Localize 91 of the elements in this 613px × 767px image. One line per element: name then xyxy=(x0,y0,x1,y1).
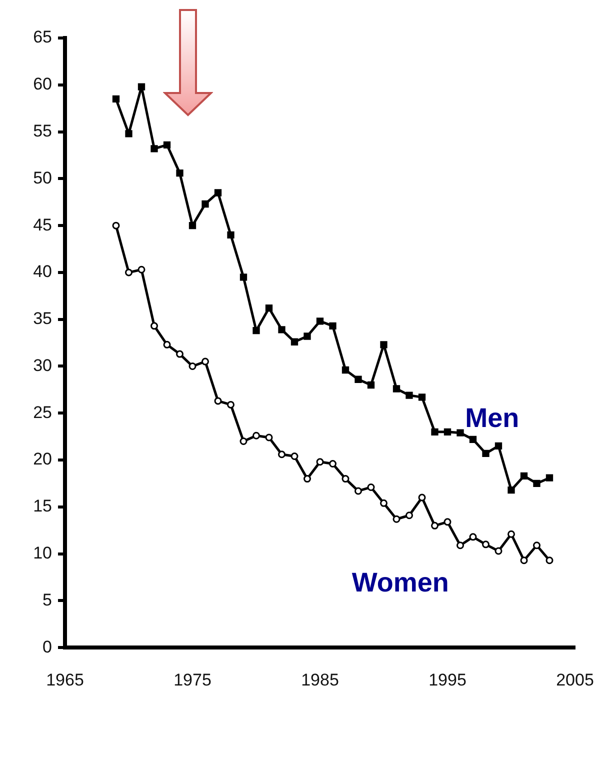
point xyxy=(392,385,400,392)
point xyxy=(316,318,324,325)
y-tick-label: 20 xyxy=(33,450,52,469)
point xyxy=(112,95,120,103)
point xyxy=(546,556,554,564)
point xyxy=(227,400,234,408)
point xyxy=(533,480,540,488)
point xyxy=(112,222,120,230)
point xyxy=(546,474,554,482)
y-tick-label: 0 xyxy=(42,637,52,656)
point xyxy=(431,428,438,436)
series-label: Men xyxy=(465,403,520,434)
point xyxy=(252,327,260,334)
point xyxy=(214,189,222,196)
point xyxy=(342,475,350,483)
point xyxy=(125,130,132,138)
point xyxy=(392,515,400,523)
point xyxy=(406,392,413,399)
point xyxy=(252,432,260,440)
point xyxy=(494,547,502,555)
point xyxy=(508,486,515,494)
point xyxy=(125,268,132,276)
x-tick-label: 1965 xyxy=(46,670,84,690)
point xyxy=(494,442,502,450)
point xyxy=(138,83,146,90)
point xyxy=(406,512,413,520)
point xyxy=(329,322,336,330)
point xyxy=(304,475,311,483)
point xyxy=(176,350,184,358)
x-tick-label: 1995 xyxy=(428,670,466,690)
point xyxy=(163,340,171,348)
y-tick-label: 65 xyxy=(33,28,52,47)
point xyxy=(202,200,209,208)
point xyxy=(482,450,490,458)
point xyxy=(469,436,477,443)
point xyxy=(444,428,452,436)
point xyxy=(354,487,362,495)
point xyxy=(278,326,286,334)
point xyxy=(265,434,273,442)
y-tick-label: 30 xyxy=(33,356,52,375)
y-tick-label: 25 xyxy=(33,402,52,422)
point xyxy=(290,452,298,460)
point xyxy=(520,556,528,564)
point xyxy=(456,542,464,550)
series-label: Women xyxy=(352,567,449,598)
y-tick-label: 15 xyxy=(33,496,52,516)
point xyxy=(342,366,350,374)
x-tick-label: 1975 xyxy=(174,670,212,690)
point xyxy=(431,522,438,530)
point xyxy=(290,338,298,346)
point xyxy=(456,429,464,436)
point xyxy=(278,450,286,458)
point xyxy=(227,231,234,239)
point xyxy=(520,472,528,480)
point xyxy=(508,530,515,538)
y-tick-label: 60 xyxy=(33,74,52,94)
point xyxy=(367,483,375,491)
point xyxy=(418,394,426,401)
point xyxy=(265,304,273,312)
point xyxy=(214,397,222,405)
y-tick-label: 50 xyxy=(33,168,52,188)
point xyxy=(469,533,477,541)
y-tick-label: 55 xyxy=(33,121,52,140)
point xyxy=(188,222,196,230)
point xyxy=(380,341,388,348)
point xyxy=(240,438,248,446)
point xyxy=(482,540,490,548)
point xyxy=(150,145,158,152)
point xyxy=(188,362,196,370)
y-tick-label: 35 xyxy=(33,309,52,328)
point xyxy=(240,274,248,281)
point xyxy=(202,358,209,366)
y-tick-label: 10 xyxy=(33,544,52,563)
point xyxy=(304,332,311,340)
point xyxy=(176,169,184,177)
point xyxy=(533,542,540,550)
point xyxy=(316,458,324,466)
y-tick-label: 5 xyxy=(42,590,52,610)
point xyxy=(444,518,452,526)
point xyxy=(329,460,336,468)
point xyxy=(418,494,426,502)
point xyxy=(367,381,375,389)
point xyxy=(163,141,171,148)
y-tick-label: 45 xyxy=(33,215,52,234)
y-tick-label: 40 xyxy=(33,262,52,282)
point xyxy=(354,376,362,383)
point xyxy=(150,322,158,330)
point xyxy=(138,266,146,274)
x-tick-label: 2005 xyxy=(556,670,594,690)
point xyxy=(380,499,388,507)
x-tick-label: 1985 xyxy=(301,670,339,690)
